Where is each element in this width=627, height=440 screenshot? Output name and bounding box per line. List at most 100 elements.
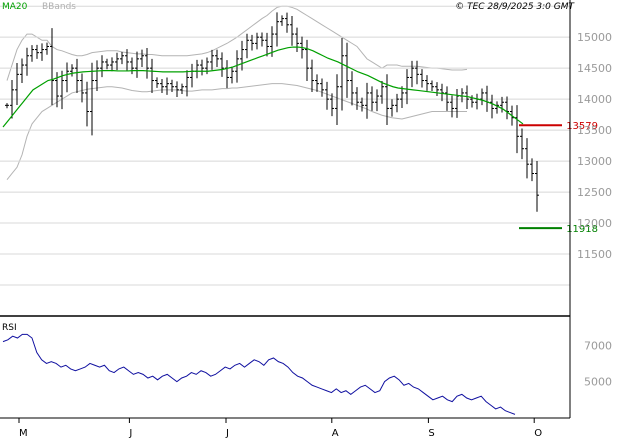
key-levels: 13579 11918 xyxy=(519,121,598,235)
price-bar xyxy=(315,74,319,92)
support-level-label: 11918 xyxy=(566,224,598,235)
price-bar xyxy=(175,81,179,98)
price-bar xyxy=(525,138,529,179)
price-bar xyxy=(380,80,384,104)
rsi-line xyxy=(2,333,516,415)
price-bar xyxy=(155,77,159,88)
price-bar xyxy=(250,34,254,51)
price-bar xyxy=(310,59,314,92)
price-bar xyxy=(135,51,139,78)
price-bar xyxy=(335,74,339,126)
price-bar xyxy=(5,103,9,109)
price-bar xyxy=(340,37,344,111)
price-bar xyxy=(375,89,379,112)
price-bar xyxy=(530,158,534,182)
time-tick-label: J xyxy=(128,428,132,439)
price-tick-label: 13500 xyxy=(577,124,612,137)
price-bar xyxy=(220,52,224,77)
price-bar xyxy=(235,50,239,83)
price-bar xyxy=(75,58,79,93)
price-bars xyxy=(5,12,539,212)
price-bar xyxy=(245,33,249,59)
price-bar xyxy=(465,85,469,110)
time-tick-label: S xyxy=(428,428,434,439)
price-bar xyxy=(385,74,389,126)
price-bar xyxy=(20,58,24,84)
price-bar xyxy=(505,96,509,120)
price-bar xyxy=(490,94,494,119)
price-bar xyxy=(145,47,149,79)
price-bar xyxy=(130,57,134,75)
price-bar xyxy=(115,52,119,71)
price-bar xyxy=(365,82,369,119)
price-bar xyxy=(435,82,439,97)
price-bar xyxy=(330,93,334,117)
price-bar xyxy=(110,57,114,72)
price-bar xyxy=(160,79,164,93)
legend-ma20: MA20 xyxy=(2,2,28,12)
price-bar xyxy=(185,70,189,97)
price-bar xyxy=(265,32,269,57)
price-bar xyxy=(405,69,409,105)
price-bar xyxy=(535,161,539,212)
price-bar xyxy=(30,45,34,62)
price-bar xyxy=(280,15,284,26)
price-bar xyxy=(40,43,44,61)
price-bar xyxy=(210,49,214,70)
time-tick-label: J xyxy=(225,428,229,439)
time-tick-label: O xyxy=(534,428,542,439)
price-bar xyxy=(325,81,329,110)
price-bar xyxy=(425,75,429,91)
price-bar xyxy=(475,93,479,110)
price-bar xyxy=(320,78,324,97)
price-bar xyxy=(105,58,109,70)
price-bar xyxy=(65,62,69,93)
price-bar xyxy=(180,83,184,95)
time-tick-label: A xyxy=(332,428,339,439)
price-bar xyxy=(215,49,219,68)
price-bar xyxy=(370,86,374,111)
price-bar xyxy=(240,40,244,71)
price-bar xyxy=(450,95,454,118)
price-bar xyxy=(120,51,124,65)
price-bar xyxy=(150,58,154,93)
price-tick-label: 15000 xyxy=(577,31,612,44)
price-bar xyxy=(515,105,519,154)
price-tick-label: 12000 xyxy=(577,217,612,230)
price-bar xyxy=(520,128,524,160)
price-bar xyxy=(140,49,144,68)
ma20-line-group xyxy=(2,46,524,128)
price-bar xyxy=(80,73,84,103)
price-bar xyxy=(270,26,274,57)
price-bar xyxy=(430,80,434,91)
price-tick-label: 14000 xyxy=(577,93,612,106)
price-bar xyxy=(165,77,169,95)
price-bar xyxy=(455,88,459,118)
price-bar xyxy=(170,79,174,92)
price-bar xyxy=(305,39,309,82)
rsi-panel: RSI 7000 5000 xyxy=(2,323,612,415)
price-bar xyxy=(200,59,204,76)
price-tick-label: 14500 xyxy=(577,62,612,75)
price-bar xyxy=(285,12,289,33)
price-bar xyxy=(85,81,89,127)
price-bar xyxy=(350,71,354,106)
price-bar xyxy=(290,16,294,46)
price-bar xyxy=(415,60,419,85)
price-bar xyxy=(500,96,504,113)
price-bar xyxy=(25,47,29,76)
price-bar xyxy=(480,88,484,106)
price-bar xyxy=(445,86,449,111)
price-bar xyxy=(125,49,129,71)
price-tick-label: 12500 xyxy=(577,186,612,199)
rsi-label: RSI xyxy=(2,323,17,333)
ma20-line xyxy=(2,46,524,128)
price-bar xyxy=(50,28,54,106)
resistance-level-label: 13579 xyxy=(566,121,598,132)
price-bar xyxy=(390,99,394,117)
price-tick-label: 11500 xyxy=(577,248,612,261)
price-bar xyxy=(255,32,259,50)
price-tick-label: 13000 xyxy=(577,155,612,168)
